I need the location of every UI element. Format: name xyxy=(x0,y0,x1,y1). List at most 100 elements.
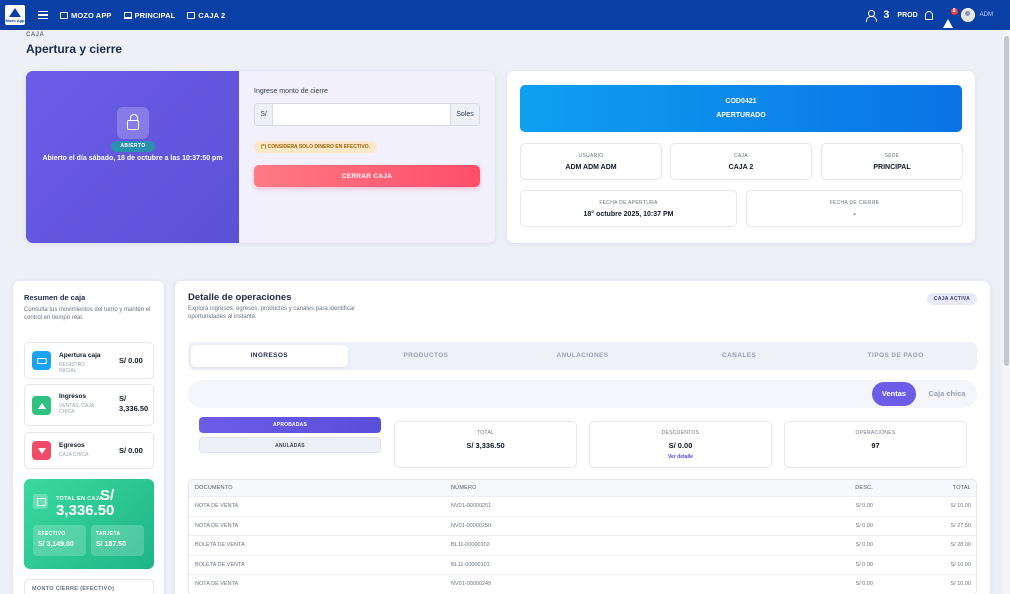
info-sede-label: SEDE xyxy=(884,153,900,159)
column-header-numero[interactable]: NÚMERO xyxy=(451,485,477,491)
top-nav: MOZO APP PRINCIPAL CAJA 2 xyxy=(60,11,237,20)
column-header-desc[interactable]: DESC. xyxy=(855,485,873,491)
table-row[interactable]: BOLETA DE VENTA BL11-00000102 S/ 0.00 S/… xyxy=(189,536,976,556)
summary-item-ingresos: Ingresos VENTAS, CAJA CHICA S/ 3,336.50 xyxy=(24,384,154,426)
filter-ventas[interactable]: Ventas xyxy=(872,382,916,406)
cell-documento: NOTA DE VENTA xyxy=(195,581,239,588)
wallet-icon xyxy=(33,494,48,509)
close-register-button[interactable]: CERRAR CAJA xyxy=(254,165,480,187)
total-label: TOTAL EN CAJA xyxy=(56,496,104,502)
hamburger-menu-icon[interactable] xyxy=(38,11,48,19)
detail-description: Explora ingresos, egresos, productos y c… xyxy=(188,306,356,320)
breadcrumb: CAJA xyxy=(26,32,45,38)
info-fecha-cierre: FECHA DE CIERRE - xyxy=(746,190,963,227)
stat-label: DESCUENTOS xyxy=(661,430,700,436)
lock-open-icon xyxy=(127,114,139,130)
tarjeta-label: TARJETA xyxy=(96,531,121,537)
stat-total: TOTAL S/ 3,336.50 xyxy=(394,421,577,468)
top-bar: Mozo App MOZO APP PRINCIPAL CAJA 2 3 PRO… xyxy=(0,0,1010,30)
info-caja-label: CAJA xyxy=(734,153,748,159)
app-logo[interactable]: Mozo App xyxy=(5,5,25,25)
tab-anulaciones[interactable]: ANULACIONES xyxy=(556,352,609,359)
stat-descuentos: DESCUENTOS S/ 0.00 Ver detalle xyxy=(589,421,772,468)
summary-item-value: S/ 0.00 xyxy=(119,356,143,365)
cell-desc: S/ 0.00 xyxy=(855,542,873,549)
register-info-card: COD0421 APERTURADO USUARIO ADM ADM ADM C… xyxy=(507,71,975,243)
column-header-documento[interactable]: DOCUMENTO xyxy=(195,485,233,491)
online-users-count: 3 xyxy=(883,9,890,21)
bell-icon[interactable] xyxy=(924,10,933,20)
register-icon xyxy=(32,351,51,370)
summary-item-value: S/ 0.00 xyxy=(119,446,143,455)
info-apertura-label: FECHA DE APERTURA xyxy=(599,200,658,206)
user-label[interactable]: ADM xyxy=(979,12,993,18)
efectivo-value: S/ 3,149.00 xyxy=(38,541,74,548)
register-state: APERTURADO xyxy=(716,112,766,119)
currency-suffix: Soles xyxy=(450,104,479,125)
detail-tabs: INGRESOS PRODUCTOS ANULACIONES CANALES T… xyxy=(188,342,977,370)
nav-mozo-app-label: MOZO APP xyxy=(71,10,112,20)
status-aprobadas-button[interactable]: APROBADAS xyxy=(199,417,381,433)
store-icon xyxy=(60,11,68,19)
info-cierre-label: FECHA DE CIERRE xyxy=(829,200,880,206)
table-row[interactable]: NOTA DE VENTA NV01-00000250 S/ 0.00 S/ 2… xyxy=(189,517,976,536)
alerts-count-badge: 8 xyxy=(950,7,958,15)
cell-desc: S/ 0.00 xyxy=(855,503,873,510)
info-sede: SEDE PRINCIPAL xyxy=(821,143,963,180)
opening-card: ABIERTO Abierto el día sábado, 18 de oct… xyxy=(26,71,495,243)
cell-desc: S/ 0.00 xyxy=(855,581,873,588)
tab-ingresos[interactable]: INGRESOS xyxy=(191,345,348,367)
table-row[interactable]: NOTA DE VENTA NV01-00000249 S/ 0.00 S/ 1… xyxy=(189,575,976,594)
tab-canales[interactable]: CANALES xyxy=(721,352,757,359)
stat-value: 97 xyxy=(871,441,880,450)
stat-value: S/ 0.00 xyxy=(668,441,693,450)
tab-productos[interactable]: PRODUCTOS xyxy=(403,352,449,359)
users-icon[interactable] xyxy=(866,9,880,22)
nav-principal[interactable]: PRINCIPAL xyxy=(123,11,176,20)
cell-desc: S/ 0.00 xyxy=(855,522,873,529)
avatar[interactable] xyxy=(960,8,975,22)
nav-caja[interactable]: CAJA 2 xyxy=(187,11,225,20)
tab-tipos-de-pago[interactable]: TIPOS DE PAGO xyxy=(867,352,924,359)
nav-mozo-app[interactable]: MOZO APP xyxy=(60,11,112,20)
cell-numero: BL11-00000102 xyxy=(451,542,490,549)
summary-title: Resumen de caja xyxy=(24,293,86,302)
table-row[interactable]: NOTA DE VENTA NV01-00000251 S/ 0.00 S/ 1… xyxy=(189,497,976,517)
cash-summary-card: Resumen de caja Consulta tus movimientos… xyxy=(13,281,164,594)
table-row[interactable]: BOLETA DE VENTA BL11-00000101 S/ 0.00 S/… xyxy=(189,556,976,575)
summary-item-sub: REGISTRO INICIAL xyxy=(59,362,86,374)
column-header-total[interactable]: TOTAL xyxy=(952,485,971,491)
info-apertura-value: 18° octubre 2025, 10:37 PM xyxy=(583,211,674,218)
summary-item-value: S/ 3,336.50 xyxy=(119,394,149,413)
card-total-box: TARJETA S/ 187.50 xyxy=(91,525,144,556)
register-code: COD0421 xyxy=(725,98,757,105)
opened-at-text: Abierto el día sábado, 18 de octubre a l… xyxy=(42,155,223,162)
cell-desc: S/ 0.00 xyxy=(855,561,873,568)
logo-mark xyxy=(9,7,21,17)
info-fecha-apertura: FECHA DE APERTURA 18° octubre 2025, 10:3… xyxy=(520,190,737,227)
view-discount-detail-link[interactable]: Ver detalle xyxy=(667,454,693,460)
close-amount-input[interactable] xyxy=(273,104,450,125)
summary-item-name: Egresos xyxy=(59,442,85,449)
alerts-button[interactable]: 8 xyxy=(942,7,958,28)
filter-caja-chica[interactable]: Caja chica xyxy=(928,389,966,398)
page-scrollbar[interactable] xyxy=(1003,30,1010,594)
register-active-badge: CAJA ACTIVA xyxy=(927,293,977,305)
nav-caja-label: CAJA 2 xyxy=(198,10,226,20)
scrollbar-thumb[interactable] xyxy=(1004,36,1009,366)
cell-total: S/ 27.50 xyxy=(950,522,972,529)
cell-total: S/ 10.00 xyxy=(950,503,972,510)
operations-table: DOCUMENTO NÚMERO DESC. TOTAL NOTA DE VEN… xyxy=(188,479,977,594)
status-badge: ABIERTO xyxy=(111,141,155,152)
cash-total-box: EFECTIVO S/ 3,149.00 xyxy=(33,525,86,556)
total-in-register-card: TOTAL EN CAJA S/ 3,336.50 EFECTIVO S/ 3,… xyxy=(24,479,154,569)
efectivo-label: EFECTIVO xyxy=(38,531,66,537)
table-header: DOCUMENTO NÚMERO DESC. TOTAL xyxy=(189,480,976,497)
status-anuladas-button[interactable]: ANULADAS xyxy=(199,437,381,453)
income-filter-bar: Ventas Caja chica xyxy=(188,380,977,408)
total-value: S/ 3,336.50 xyxy=(56,487,115,519)
summary-item-apertura: Apertura caja REGISTRO INICIAL S/ 0.00 xyxy=(24,342,154,379)
cell-total: S/ 28.00 xyxy=(950,542,972,549)
cell-total: S/ 10.00 xyxy=(950,561,972,568)
currency-prefix: S/ xyxy=(255,104,273,125)
